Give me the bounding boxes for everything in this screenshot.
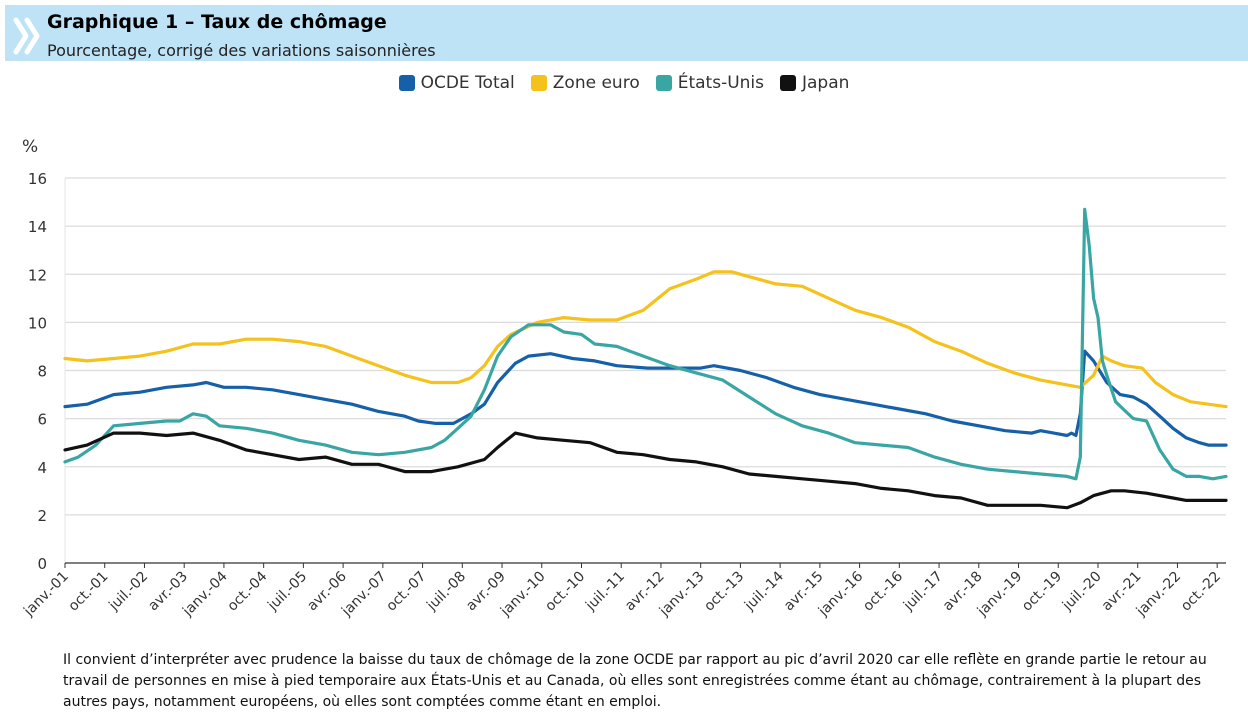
chart-legend: OCDE Total Zone euro États-Unis Japan [0, 73, 1248, 93]
y-tick-label: 4 [37, 459, 47, 477]
legend-swatch [780, 75, 796, 91]
x-tick-label: juil.-11 [582, 569, 628, 615]
series-line-ocde-total [63, 349, 1228, 447]
y-tick-label: 12 [28, 266, 47, 284]
y-tick-label: 0 [37, 555, 47, 573]
x-tick-label: juil.-17 [900, 569, 946, 615]
chart-subtitle: Pourcentage, corrigé des variations sais… [47, 41, 436, 60]
x-tick-label: oct.-04 [224, 568, 270, 614]
y-axis-unit-label: % [22, 137, 38, 157]
y-tick-label: 10 [28, 314, 47, 332]
legend-item: États-Unis [655, 73, 764, 93]
chart-footnote: Il convient d’interpréter avec prudence … [63, 652, 1207, 710]
x-tick-label: juil.-08 [423, 569, 469, 615]
series-line-etats-unis [63, 207, 1228, 481]
y-tick-label: 2 [37, 507, 47, 525]
legend-item: OCDE Total [398, 73, 515, 93]
chart-title: Graphique 1 – Taux de chômage [47, 11, 387, 33]
x-tick-label: oct.-19 [1019, 569, 1065, 615]
series-line-zone-euro [63, 270, 1228, 409]
y-tick-label: 6 [37, 411, 47, 429]
legend-swatch [530, 75, 547, 91]
x-tick-label: juil.-20 [1059, 569, 1105, 615]
chart-header: Graphique 1 – Taux de chômage Pourcentag… [5, 5, 1248, 61]
x-tick-label: oct.-10 [542, 569, 588, 615]
series-line-japan [63, 431, 1228, 510]
x-tick-label: juil.-02 [105, 569, 151, 615]
y-tick-label: 16 [28, 170, 47, 188]
y-tick-label: 8 [37, 363, 47, 381]
x-tick-label: juil.-05 [264, 569, 310, 615]
legend-swatch [655, 75, 672, 91]
legend-label: Zone euro [552, 73, 640, 93]
x-tick-label: juil.-14 [741, 568, 787, 614]
x-tick-label: oct.-16 [860, 568, 906, 614]
legend-swatch [398, 75, 415, 91]
legend-label: États-Unis [677, 73, 764, 93]
legend-item: Zone euro [530, 73, 640, 93]
x-tick-label: oct.-07 [383, 569, 429, 615]
x-tick-label: janv.-01 [20, 569, 72, 621]
legend-label: Japan [802, 73, 850, 93]
y-tick-label: 14 [28, 218, 47, 236]
double-chevron-icon [13, 17, 40, 55]
legend-label: OCDE Total [420, 73, 515, 93]
x-tick-label: oct.-01 [66, 569, 112, 615]
x-tick-label: oct.-22 [1178, 569, 1224, 615]
line-chart: %0246810121416janv.-01oct.-01juil.-02avr… [20, 137, 1228, 621]
x-tick-label: oct.-13 [701, 569, 747, 615]
legend-item: Japan [780, 73, 849, 93]
